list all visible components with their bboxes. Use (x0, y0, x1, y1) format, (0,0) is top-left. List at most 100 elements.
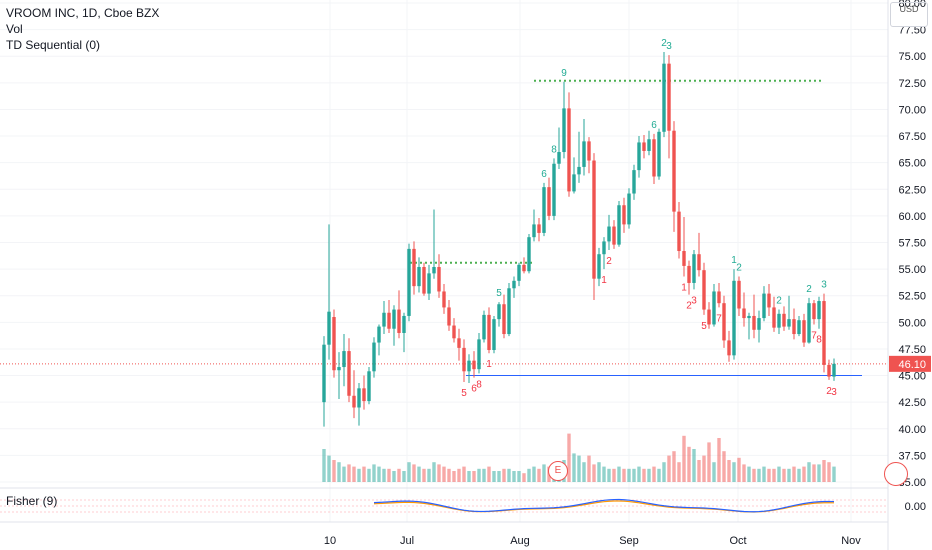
volume-bar (707, 442, 711, 482)
candle-body (797, 320, 801, 335)
volume-bar (612, 468, 616, 482)
td-count-label: 2 (686, 301, 692, 312)
candle-body (622, 205, 626, 225)
volume-bar (657, 468, 661, 482)
currency-label: USD (899, 4, 919, 14)
price-tick: 52.50 (898, 291, 926, 303)
candle-body (532, 224, 536, 238)
price-axis[interactable]: 80.00 77.50 75.00 72.50 70.00 67.50 65.00 62.50… (887, 0, 931, 550)
td-count-label: 2 (606, 256, 612, 267)
candle-body (592, 160, 596, 279)
volume-bar (632, 468, 636, 482)
time-tick: Oct (729, 535, 746, 547)
volume-bar (372, 464, 376, 482)
volume-bar (652, 466, 656, 482)
volume-bar (602, 466, 606, 482)
td-count-label: 1 (681, 283, 687, 294)
candle-body (697, 254, 701, 271)
candle-body (827, 364, 831, 377)
volume-bar (637, 466, 641, 482)
volume-bar (472, 471, 476, 482)
td-count-label: 8 (551, 144, 557, 155)
td-count-label: 5 (496, 288, 502, 299)
candle-body (657, 131, 661, 177)
candle-body (507, 288, 511, 335)
earnings-marker-future[interactable] (884, 462, 908, 486)
candle-body (722, 303, 726, 341)
candles[interactable] (322, 51, 836, 427)
volume-bar (757, 468, 761, 482)
volume-bar (327, 455, 331, 482)
fisher-axis-value: 0.00 (905, 501, 926, 513)
candle-body (457, 338, 461, 348)
volume-bar (747, 466, 751, 482)
td-count-label: 2 (826, 386, 832, 397)
td-count-label: 1 (731, 255, 737, 266)
volume-bar (542, 464, 546, 482)
candle-body (537, 224, 541, 233)
fisher-line (373, 498, 835, 513)
volume-bar (342, 466, 346, 482)
candle-body (662, 63, 666, 132)
candle-body (337, 367, 341, 371)
volume-bar (762, 466, 766, 482)
volume-bar (682, 435, 686, 482)
volume-bar (357, 468, 361, 482)
td-count-label: 8 (816, 335, 822, 346)
time-axis[interactable]: 10 Jul Aug Sep Oct Nov (0, 521, 888, 547)
volume-bar (827, 462, 831, 482)
candle-body (382, 312, 386, 327)
volume-bar (377, 466, 381, 482)
volume-bar (822, 460, 826, 482)
candle-body (477, 339, 481, 370)
volume-bar (567, 433, 571, 482)
volume-bar (672, 451, 676, 482)
symbol-title: VROOM INC, 1D, Cboe BZX (6, 6, 160, 20)
volume-bar (337, 462, 341, 482)
volume-bar (522, 473, 526, 482)
td-count-label: 1 (486, 359, 492, 370)
candle-body (787, 319, 791, 327)
candle-body (632, 170, 636, 194)
volume-bar (607, 468, 611, 482)
td-count-label: 7 (716, 313, 722, 324)
currency-badge[interactable]: USD (890, 2, 928, 27)
volume-bar (442, 466, 446, 482)
last-price-label: 46.10 (898, 359, 926, 371)
fisher-legend[interactable]: Fisher (9) (6, 494, 58, 508)
price-tick: 65.00 (898, 158, 926, 170)
price-tick: 42.50 (898, 397, 926, 409)
candle-body (422, 266, 426, 294)
grid (0, 0, 888, 522)
volume-bar (432, 462, 436, 482)
td-legend[interactable]: TD Sequential (0) (6, 38, 101, 52)
earnings-marker[interactable]: E (548, 461, 568, 481)
candle-body (332, 317, 336, 371)
volume-bar (512, 471, 516, 482)
candle-body (812, 303, 816, 320)
candle-body (582, 141, 586, 167)
volume-bar (667, 455, 671, 482)
td-count-label: 8 (476, 379, 482, 390)
candle-body (512, 280, 516, 289)
volume-bar (702, 455, 706, 482)
candle-body (362, 388, 366, 402)
volume-bar (627, 468, 631, 482)
vol-legend[interactable]: Vol (6, 22, 23, 36)
price-tick: 57.50 (898, 238, 926, 250)
candle-body (322, 344, 326, 403)
candle-body (597, 254, 601, 279)
candle-body (367, 371, 371, 402)
candle-body (562, 108, 566, 153)
candle-body (807, 303, 811, 343)
candle-body (357, 388, 361, 408)
candle-body (647, 139, 651, 151)
volume-bar (502, 468, 506, 482)
candle-body (612, 226, 616, 245)
volume-bar (382, 468, 386, 482)
candle-body (347, 351, 351, 396)
candle-body (342, 351, 346, 368)
volume-bar (387, 468, 391, 482)
volume-bar (482, 468, 486, 482)
